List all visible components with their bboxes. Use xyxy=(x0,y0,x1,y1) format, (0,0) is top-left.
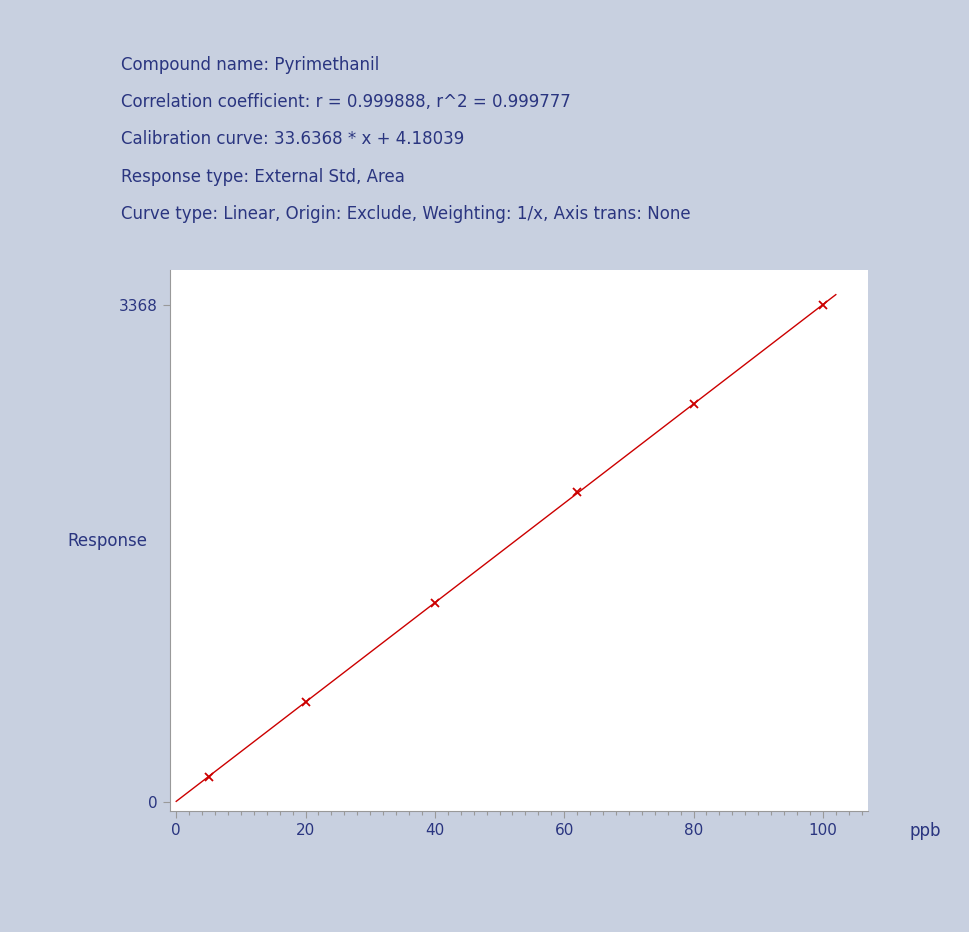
Text: Compound name: Pyrimethanil: Compound name: Pyrimethanil xyxy=(121,56,379,74)
Text: Response type: External Std, Area: Response type: External Std, Area xyxy=(121,168,405,185)
Text: ppb: ppb xyxy=(909,822,940,840)
Y-axis label: Response: Response xyxy=(67,531,146,550)
Text: Correlation coefficient: r = 0.999888, r^2 = 0.999777: Correlation coefficient: r = 0.999888, r… xyxy=(121,93,571,111)
Text: Curve type: Linear, Origin: Exclude, Weighting: 1/x, Axis trans: None: Curve type: Linear, Origin: Exclude, Wei… xyxy=(121,205,690,223)
Text: Calibration curve: 33.6368 * x + 4.18039: Calibration curve: 33.6368 * x + 4.18039 xyxy=(121,130,464,148)
